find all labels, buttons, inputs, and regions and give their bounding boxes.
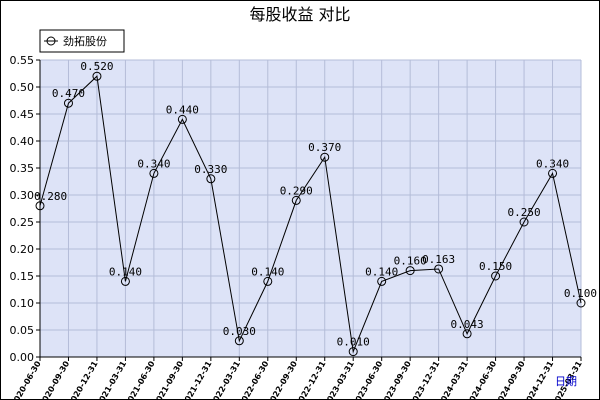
data-point bbox=[519, 217, 529, 227]
y-tick-label: 0.40 bbox=[10, 135, 35, 148]
legend-label: 劲拓股份 bbox=[63, 34, 107, 48]
y-tick-label: 0.05 bbox=[10, 324, 35, 337]
x-tick-label: 2022-03-31 bbox=[209, 359, 243, 400]
x-axis-label: 日期 bbox=[555, 375, 577, 388]
x-tick-label: 2021-03-31 bbox=[95, 359, 129, 400]
y-tick-label: 0.25 bbox=[10, 216, 35, 229]
data-label: 0.163 bbox=[422, 253, 455, 266]
data-label: 0.340 bbox=[137, 157, 170, 170]
x-tick-label: 2024-12-31 bbox=[522, 359, 556, 400]
data-label: 0.340 bbox=[536, 157, 569, 170]
data-point bbox=[462, 329, 472, 339]
data-label: 0.370 bbox=[308, 141, 341, 154]
x-tick-label: 2024-06-30 bbox=[465, 359, 499, 400]
y-tick-label: 0.50 bbox=[10, 81, 35, 94]
data-label: 0.250 bbox=[507, 206, 540, 219]
data-label: 0.030 bbox=[223, 325, 256, 338]
data-point bbox=[263, 276, 273, 286]
y-tick-label: 0.10 bbox=[10, 297, 35, 310]
data-point bbox=[320, 152, 330, 162]
y-tick-label: 0.00 bbox=[10, 351, 35, 364]
data-point bbox=[63, 98, 73, 108]
x-tick-label: 2023-12-31 bbox=[408, 359, 442, 400]
data-label: 0.140 bbox=[109, 265, 142, 278]
data-label: 0.470 bbox=[52, 87, 85, 100]
series-line bbox=[39, 75, 582, 354]
data-label: 0.043 bbox=[451, 318, 484, 331]
y-tick-label: 0.30 bbox=[10, 189, 35, 202]
data-label: 0.520 bbox=[80, 60, 113, 73]
data-label: 0.100 bbox=[564, 287, 597, 300]
legend-marker bbox=[46, 36, 56, 46]
chart-title: 每股收益 对比 bbox=[249, 5, 350, 24]
data-point bbox=[348, 347, 358, 357]
data-point bbox=[149, 168, 159, 178]
data-label: 0.280 bbox=[34, 190, 67, 203]
data-point bbox=[92, 71, 102, 81]
data-label: 0.140 bbox=[251, 265, 284, 278]
data-point bbox=[548, 168, 558, 178]
data-point bbox=[377, 276, 387, 286]
data-label: 0.440 bbox=[166, 103, 199, 116]
data-label: 0.290 bbox=[280, 184, 313, 197]
x-tick-label: 2021-09-30 bbox=[152, 359, 186, 400]
data-point bbox=[35, 201, 45, 211]
data-point bbox=[576, 298, 586, 308]
data-point bbox=[491, 271, 501, 281]
x-tick-label: 2022-12-31 bbox=[294, 359, 328, 400]
data-point bbox=[234, 336, 244, 346]
y-tick-label: 0.35 bbox=[10, 162, 35, 175]
x-tick-label: 2020-06-30 bbox=[9, 359, 43, 400]
data-label: 0.330 bbox=[194, 163, 227, 176]
x-tick-label: 2021-12-31 bbox=[180, 359, 214, 400]
x-tick-label: 2023-09-30 bbox=[380, 359, 414, 400]
x-tick-label: 2021-06-30 bbox=[123, 359, 157, 400]
x-tick-label: 2023-06-30 bbox=[351, 359, 385, 400]
x-tick-label: 2023-03-31 bbox=[323, 359, 357, 400]
legend: 劲拓股份 bbox=[39, 29, 125, 53]
y-tick-label: 0.55 bbox=[10, 54, 35, 67]
data-label: 0.140 bbox=[365, 265, 398, 278]
y-tick-label: 0.15 bbox=[10, 270, 35, 283]
x-tick-label: 2022-09-30 bbox=[266, 359, 300, 400]
data-point bbox=[177, 114, 187, 124]
data-point bbox=[206, 174, 216, 184]
plot-area bbox=[40, 60, 581, 357]
y-tick-label: 0.45 bbox=[10, 108, 35, 121]
x-tick-label: 2020-09-30 bbox=[38, 359, 72, 400]
data-label: 0.150 bbox=[479, 260, 512, 273]
data-label: 0.160 bbox=[394, 255, 427, 268]
x-tick-label: 2022-06-30 bbox=[237, 359, 271, 400]
y-tick-label: 0.20 bbox=[10, 243, 35, 256]
data-label: 0.010 bbox=[337, 336, 370, 349]
data-point bbox=[120, 276, 130, 286]
data-point bbox=[291, 195, 301, 205]
x-tick-label: 2020-12-31 bbox=[66, 359, 100, 400]
x-tick-label: 2024-09-30 bbox=[493, 359, 527, 400]
data-point bbox=[434, 264, 444, 274]
data-point bbox=[405, 266, 415, 276]
x-tick-label: 2024-03-31 bbox=[436, 359, 470, 400]
